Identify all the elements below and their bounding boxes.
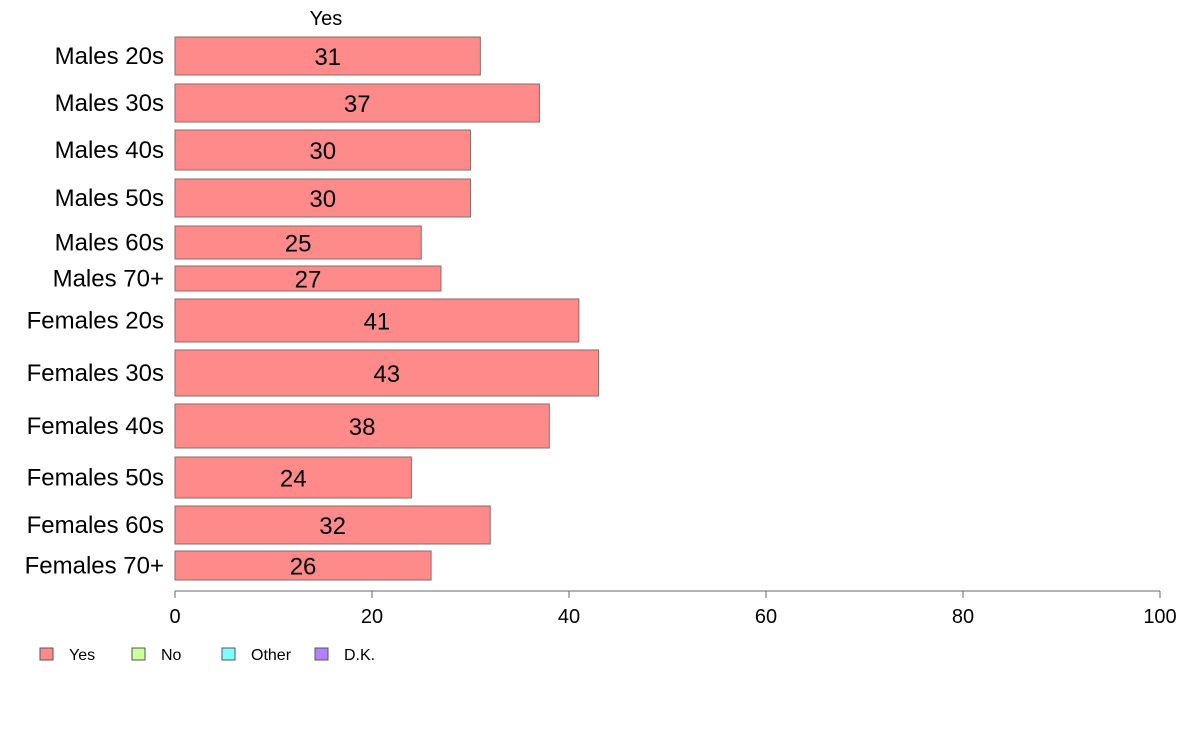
category-label: Females 50s (27, 465, 164, 492)
data-label: 37 (344, 91, 371, 118)
data-label: 24 (280, 466, 307, 493)
bar (174, 505, 491, 545)
category-label: Males 50s (55, 185, 164, 212)
data-label: 30 (309, 186, 336, 213)
category-label: Males 30s (55, 90, 164, 117)
x-tick-label: 40 (558, 606, 580, 628)
category-label: Males 20s (55, 43, 164, 70)
data-label: 32 (319, 513, 346, 540)
category-label: Males 60s (55, 230, 164, 257)
x-tick-label: 60 (755, 606, 777, 628)
bar (174, 225, 422, 260)
bar (174, 349, 600, 397)
bar (174, 265, 442, 292)
category-label: Females 20s (27, 308, 164, 335)
legend: Yes No Other D.K. (39, 647, 375, 664)
category-label: Males 70+ (53, 266, 164, 293)
series-header: Yes (310, 8, 343, 30)
bar (174, 36, 481, 76)
bar (174, 178, 471, 218)
legend-label: Yes (69, 647, 95, 664)
x-tick-label: 20 (361, 606, 383, 628)
category-label: Females 70+ (25, 553, 164, 580)
legend-swatch (221, 647, 236, 661)
data-label: 25 (285, 231, 312, 258)
category-label: Females 40s (27, 413, 164, 440)
category-label: Females 60s (27, 512, 164, 539)
data-label: 31 (314, 44, 341, 71)
data-label: 27 (295, 267, 322, 294)
bar (174, 550, 432, 581)
data-label: 41 (364, 309, 391, 336)
x-tick-label: 100 (1143, 606, 1176, 628)
data-label: 26 (290, 554, 317, 581)
data-label: 30 (309, 138, 336, 165)
data-label: 38 (349, 414, 376, 441)
legend-swatch (131, 647, 146, 661)
bar (174, 403, 550, 449)
x-tick-label: 0 (169, 606, 180, 628)
legend-label: Other (251, 647, 292, 664)
bars-group: Males 20s 31 Males 30s 37 Males 40s 30 Males 5… (25, 36, 600, 581)
x-tick-label: 80 (952, 606, 974, 628)
x-axis: 0 20 40 60 80 100 (169, 590, 1177, 628)
bar (174, 83, 540, 123)
legend-label: No (161, 647, 182, 664)
legend-swatch (314, 647, 329, 661)
category-label: Males 40s (55, 137, 164, 164)
data-label: 43 (373, 361, 400, 388)
legend-swatch (39, 647, 54, 661)
bar (174, 298, 580, 343)
category-label: Females 30s (27, 360, 164, 387)
legend-label: D.K. (344, 647, 375, 664)
bar (174, 129, 471, 171)
bar (174, 456, 412, 499)
